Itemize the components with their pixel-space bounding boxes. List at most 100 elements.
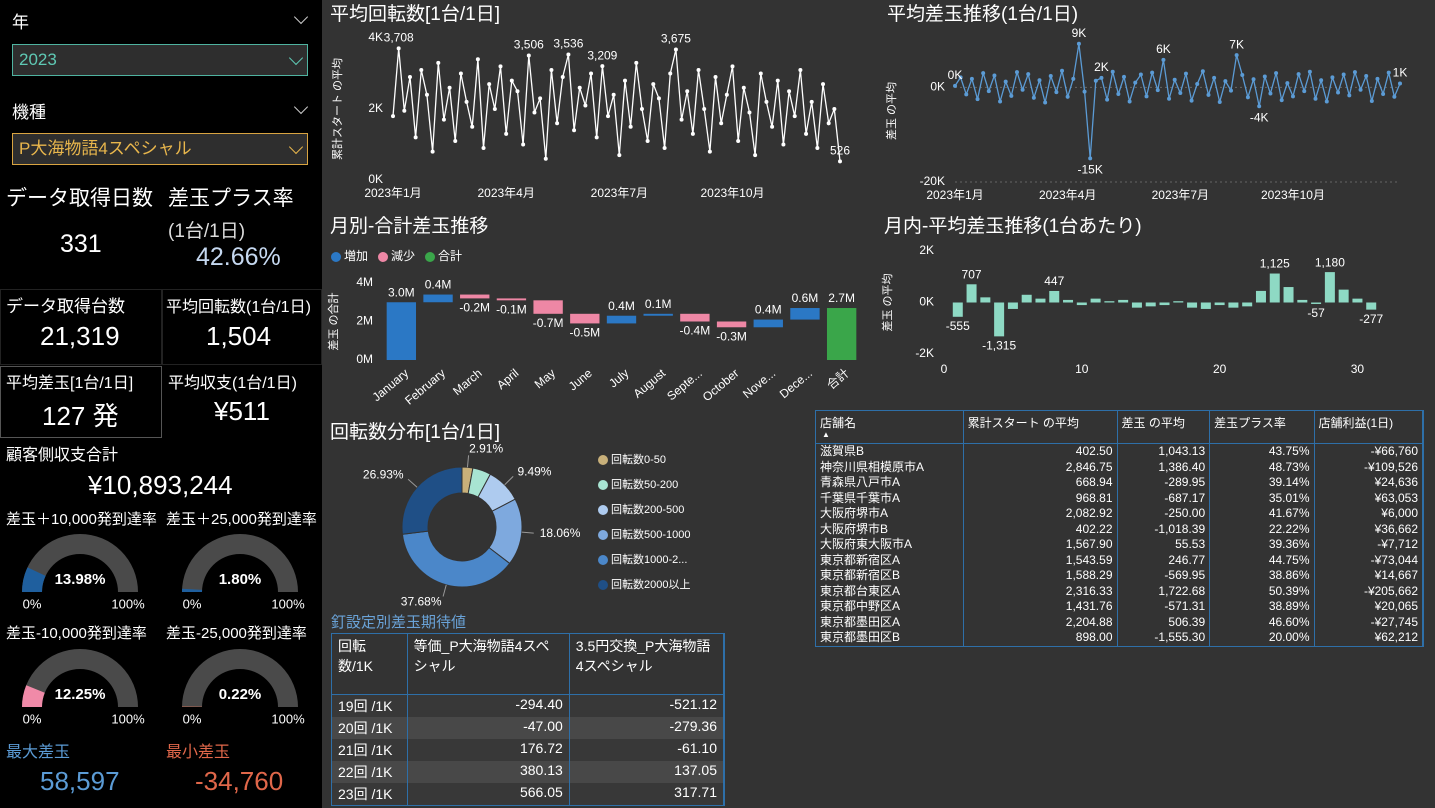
cell: ¥36,662 — [1314, 521, 1424, 537]
bar — [1063, 299, 1074, 303]
y-tick-label: 2K — [919, 243, 934, 257]
point — [998, 99, 1003, 104]
bar — [1049, 290, 1060, 303]
data-label: 0.4M — [755, 303, 782, 317]
point — [804, 131, 809, 136]
point — [1054, 90, 1059, 95]
point — [538, 96, 543, 101]
data-label: -1,315 — [982, 339, 1016, 353]
x-tick-label: 2023年1月 — [926, 188, 983, 202]
dropdown[interactable]: P大海物語4スペシャル — [12, 133, 308, 165]
point — [532, 110, 537, 115]
y-axis-label: 差玉 の合計 — [326, 292, 340, 350]
bar — [1007, 302, 1018, 309]
y-tick-label: 0M — [356, 352, 373, 366]
card-value: 58,597 — [40, 766, 120, 796]
cell: 38.89% — [1209, 599, 1315, 615]
bar — [1173, 301, 1184, 303]
bar — [1311, 302, 1322, 304]
x-tick-label: August — [631, 366, 669, 401]
legend-label: 回転数50-200 — [611, 478, 678, 491]
cell: ¥20,065 — [1314, 599, 1424, 615]
dropdown-value: P大海物語4スペシャル — [19, 139, 192, 158]
nail-table: 回転数/1K 等価_P大海物語4スペシャル 3.5円交換_P大海物語4スペシャル 19… — [331, 633, 725, 806]
cell: -250.00 — [1117, 506, 1211, 522]
legend-label: 回転数2000以上 — [611, 578, 690, 591]
point — [1268, 91, 1273, 96]
point — [1257, 104, 1262, 109]
card-value: -34,760 — [195, 766, 284, 796]
point — [713, 75, 718, 80]
point — [1178, 91, 1183, 96]
point — [1189, 98, 1194, 103]
point — [986, 89, 991, 94]
point — [1076, 41, 1081, 46]
cell: 1,588.29 — [963, 568, 1118, 584]
gauge-tick-label: 0% — [183, 711, 202, 726]
cell: 22.22% — [1209, 521, 1315, 537]
cell: 東京都墨田区B — [816, 630, 964, 646]
card-value: 127 発 — [42, 401, 119, 431]
cell: 46.60% — [1209, 614, 1315, 630]
point — [436, 60, 441, 65]
table: 回転数/1K 等価_P大海物語4スペシャル 3.5円交換_P大海物語4スペシャル 19… — [332, 634, 725, 805]
point — [1358, 87, 1363, 92]
point — [464, 99, 469, 104]
point — [1285, 81, 1290, 86]
point — [730, 64, 735, 69]
data-label: 0.1M — [645, 297, 672, 311]
cell: -571.31 — [1117, 599, 1211, 615]
point — [1048, 73, 1053, 78]
point — [1183, 71, 1188, 76]
point — [504, 131, 509, 136]
chart-title: 平均回転数[1台/1日] — [330, 3, 500, 25]
header-cell: 差玉プラス率 — [1209, 411, 1315, 444]
card-label: データ取得日数 — [6, 187, 153, 210]
point — [1324, 99, 1329, 104]
y-axis-label: 差玉 の平均 — [880, 273, 894, 331]
cell: 大阪府堺市B — [816, 521, 964, 537]
point — [1251, 77, 1256, 82]
cell: -1,555.30 — [1117, 630, 1211, 646]
legend-marker — [598, 480, 608, 490]
dropdown[interactable]: 2023 — [12, 44, 308, 76]
data-label: 3,536 — [553, 37, 583, 51]
point — [1020, 87, 1025, 92]
chart-title: 月別-合計差玉推移 — [330, 215, 488, 237]
point — [1014, 70, 1019, 75]
leader-line — [521, 531, 534, 534]
point — [1200, 69, 1205, 74]
point — [787, 89, 792, 94]
header-cell: 店舗名 ▲ — [816, 411, 964, 444]
point — [1071, 76, 1076, 81]
card-value: 1,504 — [206, 321, 272, 351]
data-label: -0.1M — [496, 302, 527, 316]
bar — [1131, 302, 1142, 308]
point — [1369, 99, 1374, 104]
gauge-track — [182, 534, 298, 592]
chart-title: 差玉＋25,000発到達率 — [166, 511, 317, 528]
point — [964, 92, 969, 97]
x-tick-label: 2023年4月 — [1039, 188, 1096, 202]
bar — [1159, 302, 1170, 306]
point — [481, 146, 486, 151]
point — [1336, 90, 1341, 95]
cell: 898.00 — [963, 630, 1118, 646]
bar — [1187, 302, 1198, 308]
cell: 神奈川県相模原市A — [816, 459, 964, 475]
legend-label: 合計 — [438, 248, 462, 263]
point — [549, 67, 554, 72]
x-tick-label: 2023年4月 — [477, 186, 534, 200]
point — [1262, 74, 1267, 79]
point — [1364, 73, 1369, 78]
cell: 23回 /1K — [332, 782, 408, 805]
data-label: -4K — [1250, 110, 1269, 124]
cell: 東京都墨田区A — [816, 614, 964, 630]
y-tick-label: -2K — [915, 346, 934, 360]
y-tick-label: 4M — [356, 275, 373, 289]
point — [470, 124, 475, 129]
bar — [1200, 302, 1211, 309]
gauge-tick-label: 0% — [23, 711, 42, 726]
point — [1234, 53, 1239, 58]
